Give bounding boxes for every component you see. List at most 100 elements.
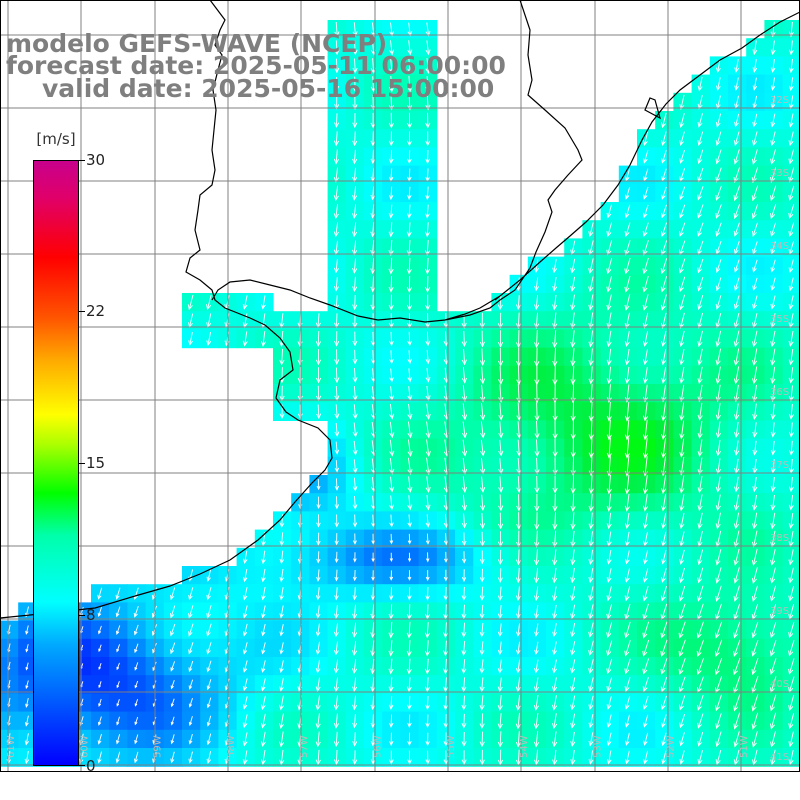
wind-arrow	[461, 659, 467, 675]
wind-arrow	[570, 258, 576, 274]
wind-arrow	[444, 551, 448, 563]
lon-label: 51W	[739, 735, 750, 758]
wind-arrow	[479, 604, 485, 620]
coastline	[0, 0, 800, 619]
wind-arrow	[279, 348, 285, 366]
wind-arrow	[406, 677, 412, 693]
wind-arrow	[770, 549, 776, 566]
wind-arrow	[370, 587, 376, 601]
wind-arrow	[352, 533, 357, 545]
wind-arrow	[352, 514, 358, 528]
wind-arrow	[443, 569, 448, 582]
wind-arrow	[624, 349, 630, 366]
wind-arrow	[534, 259, 539, 274]
wind-arrow	[479, 312, 485, 329]
colorbar-tick-label: 22	[86, 302, 106, 320]
wind-arrow	[188, 716, 193, 727]
wind-arrow	[570, 294, 576, 311]
wind-arrow	[733, 149, 740, 165]
wind-arrow	[661, 150, 667, 164]
wind-arrow	[115, 587, 121, 600]
wind-arrow	[642, 639, 650, 657]
wind-arrow	[733, 494, 740, 511]
wind-arrow	[116, 644, 121, 653]
wind-arrow	[770, 731, 776, 748]
wind-arrow	[697, 312, 704, 329]
wind-arrow	[588, 512, 594, 530]
wind-arrow	[498, 494, 504, 512]
wind-arrow	[315, 349, 322, 366]
wind-arrow	[697, 439, 703, 458]
wind-arrow	[389, 476, 395, 493]
wind-arrow	[188, 698, 193, 708]
wind-arrow	[371, 514, 376, 528]
wind-arrow	[624, 186, 631, 200]
wind-arrow	[242, 678, 248, 692]
wind-arrow	[788, 694, 795, 712]
wind-arrow	[533, 731, 540, 748]
wind-arrow	[788, 477, 794, 493]
wind-arrow	[443, 586, 449, 601]
wind-arrow	[752, 77, 758, 91]
wind-arrow	[679, 349, 685, 366]
wind-arrow	[242, 696, 248, 710]
wind-arrow	[334, 349, 340, 366]
wind-arrow	[424, 677, 430, 693]
wind-arrow	[462, 439, 468, 457]
wind-arrow	[788, 713, 795, 730]
wind-arrow	[770, 77, 776, 91]
wind-arrow	[533, 695, 539, 711]
wind-arrow	[642, 331, 649, 347]
wind-arrow	[661, 420, 667, 440]
wind-arrow	[606, 677, 613, 693]
wind-arrow	[425, 586, 430, 601]
wind-arrow	[333, 277, 339, 292]
wind-arrow	[497, 641, 503, 656]
wind-arrow	[588, 348, 594, 367]
wind-arrow	[624, 474, 630, 495]
wind-arrow	[678, 621, 686, 639]
wind-arrow	[497, 713, 503, 730]
wind-arrow	[279, 731, 285, 748]
wind-arrow	[206, 697, 212, 709]
wind-arrow	[661, 402, 667, 422]
wind-arrow	[407, 94, 413, 111]
wind-arrow	[570, 677, 576, 693]
wind-arrow	[388, 677, 394, 693]
lat-label: 33S	[770, 168, 789, 179]
wind-arrow	[98, 625, 102, 635]
wind-arrow	[661, 131, 667, 147]
wind-arrow	[407, 40, 413, 56]
wind-arrow	[389, 458, 395, 475]
wind-arrow	[751, 149, 758, 165]
wind-arrow	[624, 384, 630, 403]
wind-arrow	[679, 420, 685, 440]
wind-arrow	[570, 586, 576, 602]
wind-arrow	[334, 95, 340, 110]
wind-arrow	[316, 514, 321, 528]
wind-arrow	[661, 112, 667, 129]
wind-arrow	[352, 495, 358, 510]
wind-arrow	[697, 731, 704, 747]
wind-arrow	[679, 475, 685, 494]
wind-arrow	[388, 294, 394, 311]
wind-arrow	[733, 639, 741, 657]
wind-arrow	[679, 258, 686, 274]
wind-arrow	[715, 131, 722, 146]
wind-arrow	[261, 660, 266, 673]
wind-arrow	[352, 94, 358, 111]
wind-arrow	[624, 204, 631, 219]
wind-arrow	[352, 677, 358, 693]
wind-arrow	[606, 640, 613, 657]
wind-arrow	[206, 660, 212, 673]
wind-arrow	[715, 585, 722, 602]
wind-arrow	[353, 552, 357, 563]
wind-arrow	[733, 621, 741, 639]
wind-arrow	[242, 568, 248, 583]
wind-arrow	[770, 567, 776, 584]
wind-arrow	[97, 716, 102, 726]
wind-arrow	[697, 384, 703, 403]
wind-arrow	[498, 402, 504, 421]
wind-arrow	[552, 659, 557, 674]
wind-arrow	[352, 349, 358, 365]
